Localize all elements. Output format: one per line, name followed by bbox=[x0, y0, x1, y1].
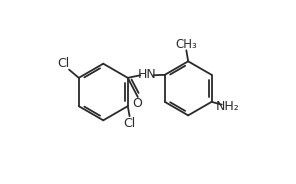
Text: O: O bbox=[132, 98, 142, 110]
Text: NH₂: NH₂ bbox=[216, 100, 240, 114]
Text: CH₃: CH₃ bbox=[176, 38, 197, 51]
Text: Cl: Cl bbox=[123, 117, 136, 130]
Text: Cl: Cl bbox=[57, 57, 69, 70]
Text: HN: HN bbox=[138, 68, 157, 81]
